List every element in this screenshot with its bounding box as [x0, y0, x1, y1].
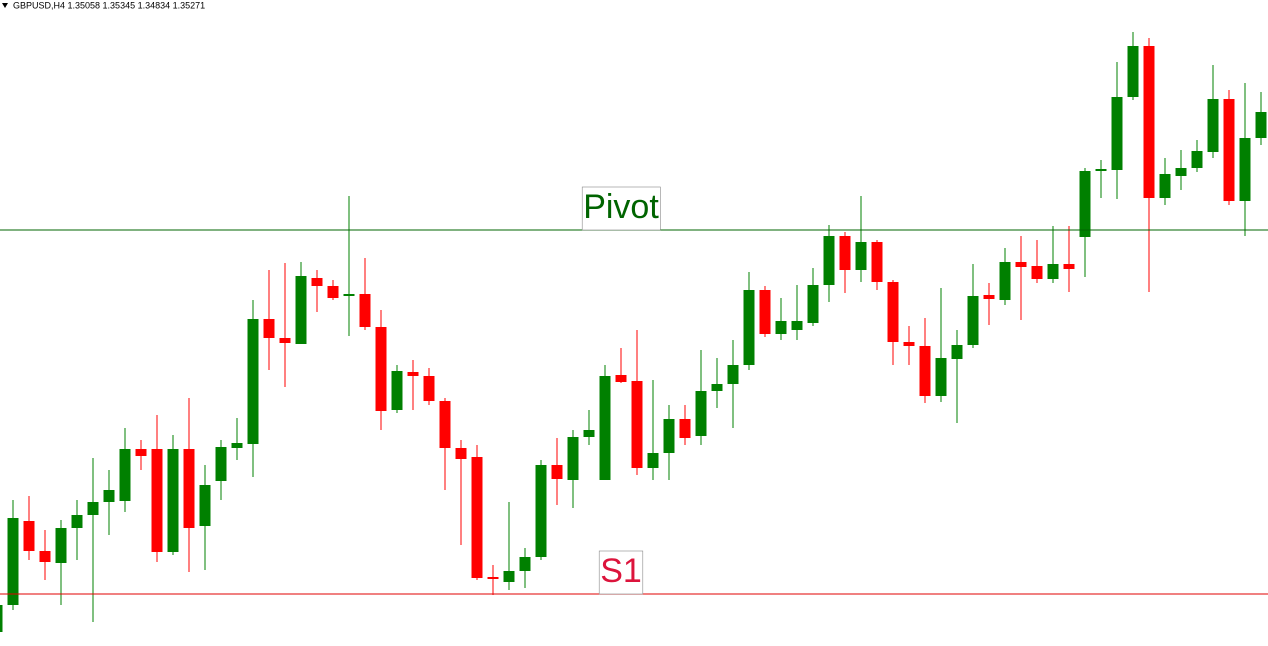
candle-body [855, 242, 867, 270]
candle-body [727, 365, 739, 384]
candle-body [0, 605, 3, 632]
candle-body [1143, 46, 1155, 198]
candle-body [599, 376, 611, 480]
candle-body [1031, 266, 1043, 279]
candle-body [39, 551, 51, 562]
candle-body [167, 449, 179, 552]
candle-body [199, 485, 211, 526]
candle-body [439, 401, 451, 448]
candle-body [103, 490, 115, 502]
candle-body [119, 449, 131, 501]
candle-body [807, 285, 819, 323]
candle-body [215, 447, 227, 481]
candle-body [743, 290, 755, 365]
candle-body [871, 242, 883, 282]
candle-body [1015, 262, 1027, 267]
candle-body [391, 371, 403, 410]
candle-body [1255, 112, 1267, 138]
candle-body [967, 296, 979, 345]
level-label: Pivot [583, 188, 659, 226]
candle-body [1095, 169, 1107, 171]
candle-body [775, 321, 787, 334]
candle-body [1127, 46, 1139, 97]
candle-body [87, 502, 99, 515]
candle-body [279, 338, 291, 343]
candle-body [1111, 97, 1123, 170]
candle-body [679, 419, 691, 438]
candle-body [839, 236, 851, 270]
chart-title: GBPUSD,H4 1.35058 1.35345 1.34834 1.3527… [13, 0, 205, 10]
candle-body [759, 290, 771, 334]
candle-body [231, 443, 243, 448]
candle-body [647, 453, 659, 468]
candle-body [1175, 168, 1187, 176]
candle-body [1191, 151, 1203, 168]
candle-body [1239, 138, 1251, 201]
candle-body [327, 286, 339, 298]
candle-body [359, 294, 371, 327]
candle-body [551, 465, 563, 479]
candle-body [615, 375, 627, 382]
level-label: S1 [600, 552, 642, 590]
candle-body [71, 515, 83, 528]
candle-body [919, 346, 931, 396]
candle-body [471, 457, 483, 578]
candle-body [487, 577, 499, 579]
candle-body [7, 518, 19, 605]
candle-body [1047, 264, 1059, 279]
candle-body [791, 321, 803, 330]
candle-body [1079, 171, 1091, 237]
candle-body [247, 319, 259, 444]
candle-body [999, 262, 1011, 300]
candle-body [151, 449, 163, 552]
candle-body [983, 295, 995, 299]
candle-body [55, 528, 67, 563]
candle-body [695, 391, 707, 436]
candle-body [519, 557, 531, 571]
candle-body [423, 376, 435, 401]
candle-body [583, 430, 595, 437]
candle-body [1063, 264, 1075, 269]
candle-body [935, 358, 947, 396]
candle-body [263, 319, 275, 338]
candle-body [23, 521, 35, 551]
candle-body [311, 278, 323, 286]
candle-body [663, 419, 675, 453]
candle-body [295, 276, 307, 344]
candle-body [567, 437, 579, 480]
level-label-box [581, 186, 661, 231]
menu-arrow[interactable] [2, 3, 8, 8]
candle-body [887, 282, 899, 342]
level-label-box [598, 550, 644, 595]
candle-body [1207, 99, 1219, 152]
candle-body [455, 448, 467, 459]
candle-body [183, 449, 195, 528]
candle-body [407, 372, 419, 376]
candle-body [823, 236, 835, 285]
candle-body [1223, 99, 1235, 201]
candle-body [631, 381, 643, 468]
candle-body [951, 345, 963, 359]
candle-body [535, 465, 547, 557]
candle-body [503, 571, 515, 582]
candle-body [1159, 174, 1171, 198]
candle-body [343, 294, 355, 296]
candle-body [375, 327, 387, 411]
candle-body [711, 384, 723, 391]
candle-body [135, 449, 147, 456]
candle-body [903, 342, 915, 346]
